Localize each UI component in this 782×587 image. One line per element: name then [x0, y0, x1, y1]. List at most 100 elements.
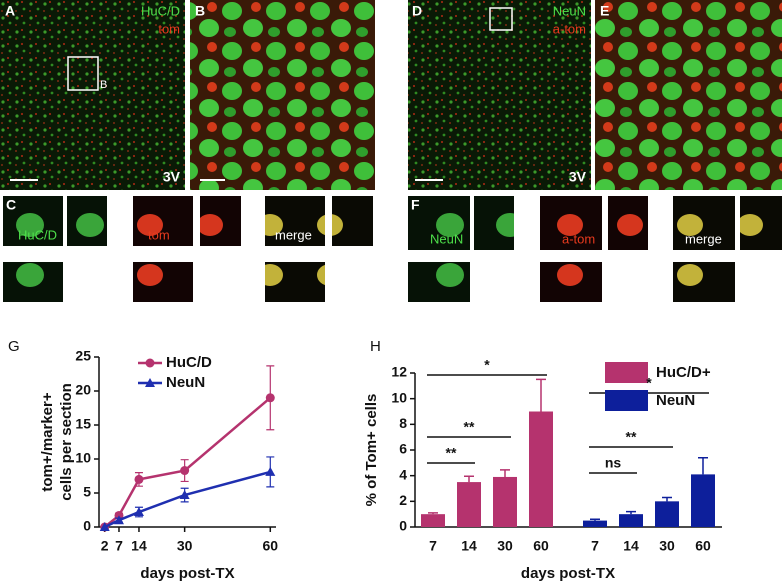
panel-image: [0, 0, 185, 190]
overlay-text: 3V: [569, 169, 587, 185]
overlay-text: a-tom: [553, 21, 586, 36]
y-tick-label: 5: [83, 484, 91, 500]
y-axis-label: cells per section: [58, 383, 75, 501]
point: [133, 507, 144, 517]
x-axis-label: days post-TX: [521, 565, 615, 582]
panel-image: [3, 196, 63, 246]
x-tick-label: 60: [533, 538, 549, 554]
y-tick-label: 25: [75, 348, 91, 364]
panel-image: [740, 196, 782, 250]
bar: [619, 514, 643, 527]
panel-image: [408, 262, 470, 302]
legend-swatch: [605, 362, 648, 383]
point: [179, 490, 190, 500]
error-bar: [500, 469, 510, 477]
x-tick-label: 14: [461, 538, 477, 554]
point: [113, 515, 124, 525]
error-bar: [626, 510, 636, 515]
error-bar: [464, 475, 474, 483]
y-tick-label: 0: [399, 518, 407, 534]
panel-image: [540, 262, 602, 302]
panel-image: [133, 262, 193, 302]
significance-label: *: [484, 357, 490, 373]
overlay-text: tom: [148, 227, 170, 242]
error-bar: [428, 512, 438, 515]
x-tick-label: 7: [591, 538, 599, 554]
legend-label: HuC/D: [166, 354, 212, 371]
panel-label: E: [600, 3, 609, 19]
overlay-text: HuC/D: [18, 227, 57, 242]
overlay-text: B: [100, 79, 107, 91]
significance-label: **: [464, 419, 475, 435]
x-tick-label: 30: [177, 538, 193, 554]
y-tick-label: 10: [391, 389, 407, 405]
legend-swatch: [605, 390, 648, 411]
panel-image: [408, 196, 470, 250]
significance-label: ns: [605, 455, 622, 471]
overlay-text: tom: [158, 21, 180, 36]
bar: [691, 474, 715, 527]
y-axis-label: % of Tom+ cells: [363, 394, 380, 507]
y-tick-label: 6: [399, 441, 407, 457]
error-bar: [536, 378, 546, 412]
y-axis-label: tom+/marker+: [39, 392, 56, 491]
bar: [529, 411, 553, 527]
x-tick-label: 7: [429, 538, 437, 554]
panel-image: [200, 196, 241, 246]
legend-marker: [145, 358, 155, 368]
bar: [421, 514, 445, 527]
bar: [457, 482, 481, 527]
y-tick-label: 20: [75, 382, 91, 398]
point: [99, 522, 110, 531]
inset-box: [67, 56, 99, 91]
panel-image: [408, 0, 591, 190]
panel-label: C: [6, 197, 16, 213]
x-tick-label: 60: [263, 538, 279, 554]
panel-image: [474, 196, 514, 250]
overlay-text: a-tom: [562, 231, 595, 246]
error-bar: [590, 518, 600, 521]
overlay-text: NeuN: [553, 3, 586, 18]
panel-image: [673, 196, 735, 250]
bar: [583, 520, 607, 527]
significance-label: **: [446, 445, 457, 461]
x-tick-label: 30: [497, 538, 513, 554]
legend-marker: [145, 378, 155, 387]
panel-image: [265, 196, 325, 246]
error-bar: [698, 456, 708, 475]
panel-image: [3, 262, 63, 302]
y-tick-label: 12: [391, 364, 407, 380]
y-tick-label: 10: [75, 450, 91, 466]
x-tick-label: 60: [695, 538, 711, 554]
image-panels: A HuC/D tom B 3V B D NeuN a-tom 3V E C H…: [0, 0, 782, 302]
panel-label: G: [8, 338, 20, 355]
y-tick-label: 0: [83, 518, 91, 534]
x-tick-label: 14: [623, 538, 639, 554]
x-tick-label: 30: [659, 538, 675, 554]
error-bar: [662, 496, 672, 502]
panel-label: B: [195, 3, 205, 19]
y-tick-label: 2: [399, 492, 407, 508]
overlay-text: merge: [275, 227, 312, 242]
overlay-text: 3V: [163, 169, 181, 185]
panel-image: [67, 196, 107, 246]
x-tick-label: 7: [115, 538, 123, 554]
overlay-text: merge: [685, 231, 722, 246]
series-line: [103, 396, 272, 528]
legend-label: NeuN: [656, 392, 695, 409]
point: [265, 393, 275, 403]
legend-label: NeuN: [166, 374, 205, 391]
point: [134, 474, 144, 484]
overlay-text: HuC/D: [141, 3, 180, 18]
panel-image: [595, 0, 782, 190]
significance-label: **: [626, 429, 637, 445]
bar: [655, 501, 679, 527]
x-tick-label: 14: [131, 538, 147, 554]
overlay-text: NeuN: [430, 231, 463, 246]
x-tick-label: 2: [101, 538, 109, 554]
legend-label: HuC/D+: [656, 364, 711, 381]
y-tick-label: 8: [399, 415, 407, 431]
small-images: [3, 196, 782, 302]
panel-image: [190, 0, 375, 190]
y-tick-label: 4: [399, 466, 407, 482]
